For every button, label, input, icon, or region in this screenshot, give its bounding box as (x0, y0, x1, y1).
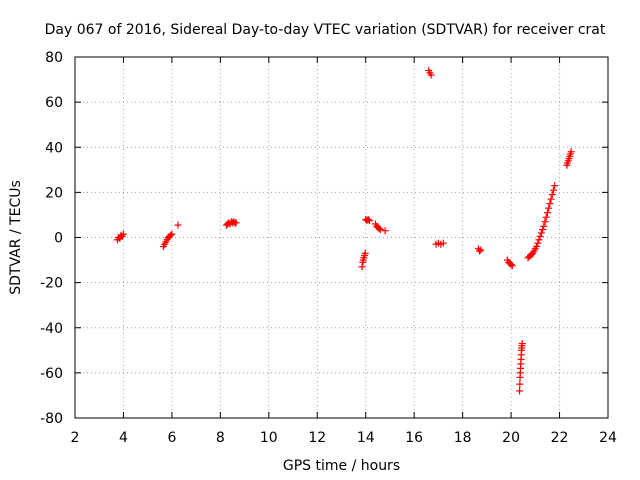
data-point (548, 191, 556, 199)
data-point (541, 218, 549, 226)
grid-lines (75, 57, 608, 418)
y-tick-label: 20 (45, 185, 63, 201)
data-point (365, 217, 373, 225)
data-point (533, 243, 541, 251)
data-point (545, 204, 553, 212)
data-point (376, 226, 384, 234)
x-tick-label: 16 (405, 430, 423, 446)
y-axis-title: SDTVAR / TECUs (8, 180, 24, 295)
y-tick-label: 0 (54, 231, 63, 247)
x-tick-label: 8 (216, 430, 225, 446)
y-tick-label: -20 (40, 276, 63, 292)
x-tick-label: 6 (167, 430, 176, 446)
data-point (477, 246, 485, 254)
data-point (375, 224, 383, 232)
y-tick-label: 80 (45, 50, 63, 66)
data-point (361, 249, 369, 257)
data-point (549, 186, 557, 194)
data-point (381, 227, 389, 235)
data-point (536, 232, 544, 240)
data-point (232, 219, 240, 227)
x-tick-label: 20 (502, 430, 520, 446)
data-point (439, 239, 447, 247)
data-point (168, 230, 176, 238)
data-point (547, 195, 555, 203)
y-tick-label: -60 (40, 366, 63, 382)
data-point (476, 247, 484, 255)
data-points (113, 67, 575, 395)
y-tick-label: 40 (45, 140, 63, 156)
x-tick-label: 2 (71, 430, 80, 446)
x-tick-label: 24 (599, 430, 617, 446)
data-point (364, 215, 372, 223)
x-tick-label: 22 (551, 430, 569, 446)
x-tick-label: 12 (308, 430, 326, 446)
data-point (518, 340, 526, 348)
data-point (537, 229, 545, 237)
data-point (508, 262, 516, 270)
x-tick-label: 14 (357, 430, 375, 446)
x-axis-title: GPS time / hours (283, 458, 400, 474)
data-point (540, 222, 548, 230)
data-point (546, 200, 554, 208)
x-tick-label: 10 (260, 430, 278, 446)
data-point (358, 263, 366, 271)
data-point (427, 71, 435, 79)
data-point (534, 239, 542, 247)
axis-ticks: 2 4 6 8 10 12 14 16 18 20 22 24-80-60-40-2002040608… (40, 50, 617, 446)
data-point (507, 261, 515, 269)
data-point (119, 230, 127, 238)
data-point (539, 226, 547, 234)
x-tick-label: 4 (119, 430, 128, 446)
y-tick-label: -80 (40, 411, 63, 427)
chart-title: Day 067 of 2016, Sidereal Day-to-day VTE… (45, 22, 606, 38)
data-point (567, 148, 575, 156)
data-point (174, 221, 182, 229)
data-point (167, 231, 175, 239)
plot-frame (74, 56, 609, 419)
data-point (542, 213, 550, 221)
y-tick-label: -40 (40, 321, 63, 337)
data-point (516, 387, 524, 395)
data-point (516, 380, 524, 388)
data-point (535, 236, 543, 244)
data-point (551, 182, 559, 190)
x-tick-label: 18 (454, 430, 472, 446)
data-point (543, 209, 551, 217)
y-tick-label: 60 (45, 95, 63, 111)
